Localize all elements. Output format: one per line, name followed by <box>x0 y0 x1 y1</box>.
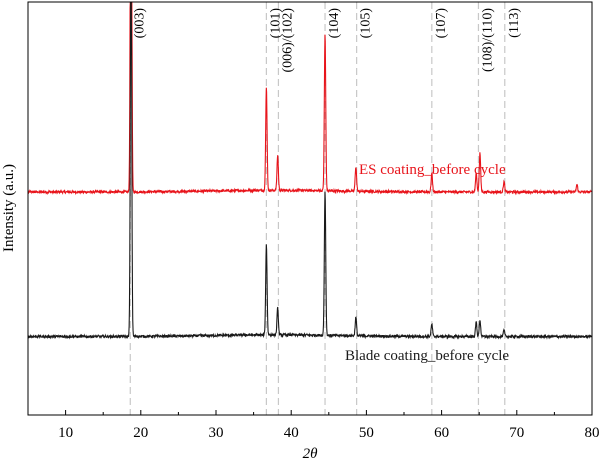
x-tick-label: 60 <box>434 425 449 441</box>
x-tick-label: 20 <box>133 425 148 441</box>
peak-labels: (003) (101)(006)/(102) (104) (105) (107) (108… <box>132 8 521 73</box>
peak-label: (006)/(102) <box>280 8 295 73</box>
x-tick-label: 30 <box>209 425 224 441</box>
x-axis-label: 2θ <box>303 446 319 462</box>
x-tick-label: 40 <box>284 425 299 441</box>
series-line-1 <box>28 1 593 340</box>
peak-label: (101) <box>268 8 283 39</box>
series-label-0: ES coating_before cycle <box>359 162 506 178</box>
plot-frame <box>27 1 593 416</box>
series-group <box>27 1 593 340</box>
x-tick-label: 50 <box>359 425 374 441</box>
y-axis-label: Intensity (a.u.) <box>1 164 17 252</box>
x-axis-ticks: 10 20 30 40 50 60 70 80 <box>27 410 600 441</box>
peak-label: (107) <box>434 8 449 39</box>
x-tick-label: 80 <box>585 425 600 441</box>
x-tick-label: 70 <box>509 425 524 441</box>
peak-label: (113) <box>507 8 522 38</box>
peak-label: (108)/(110) <box>480 8 495 72</box>
series-label-1: Blade coating_before cycle <box>345 348 509 364</box>
peak-label: (105) <box>359 8 374 39</box>
peak-label: (003) <box>132 8 147 39</box>
x-tick-label: 10 <box>58 425 73 441</box>
series-labels: ES coating_before cycle Blade coating_bef… <box>345 162 509 364</box>
peak-label: (104) <box>327 8 342 39</box>
series-line-0 <box>27 1 592 196</box>
